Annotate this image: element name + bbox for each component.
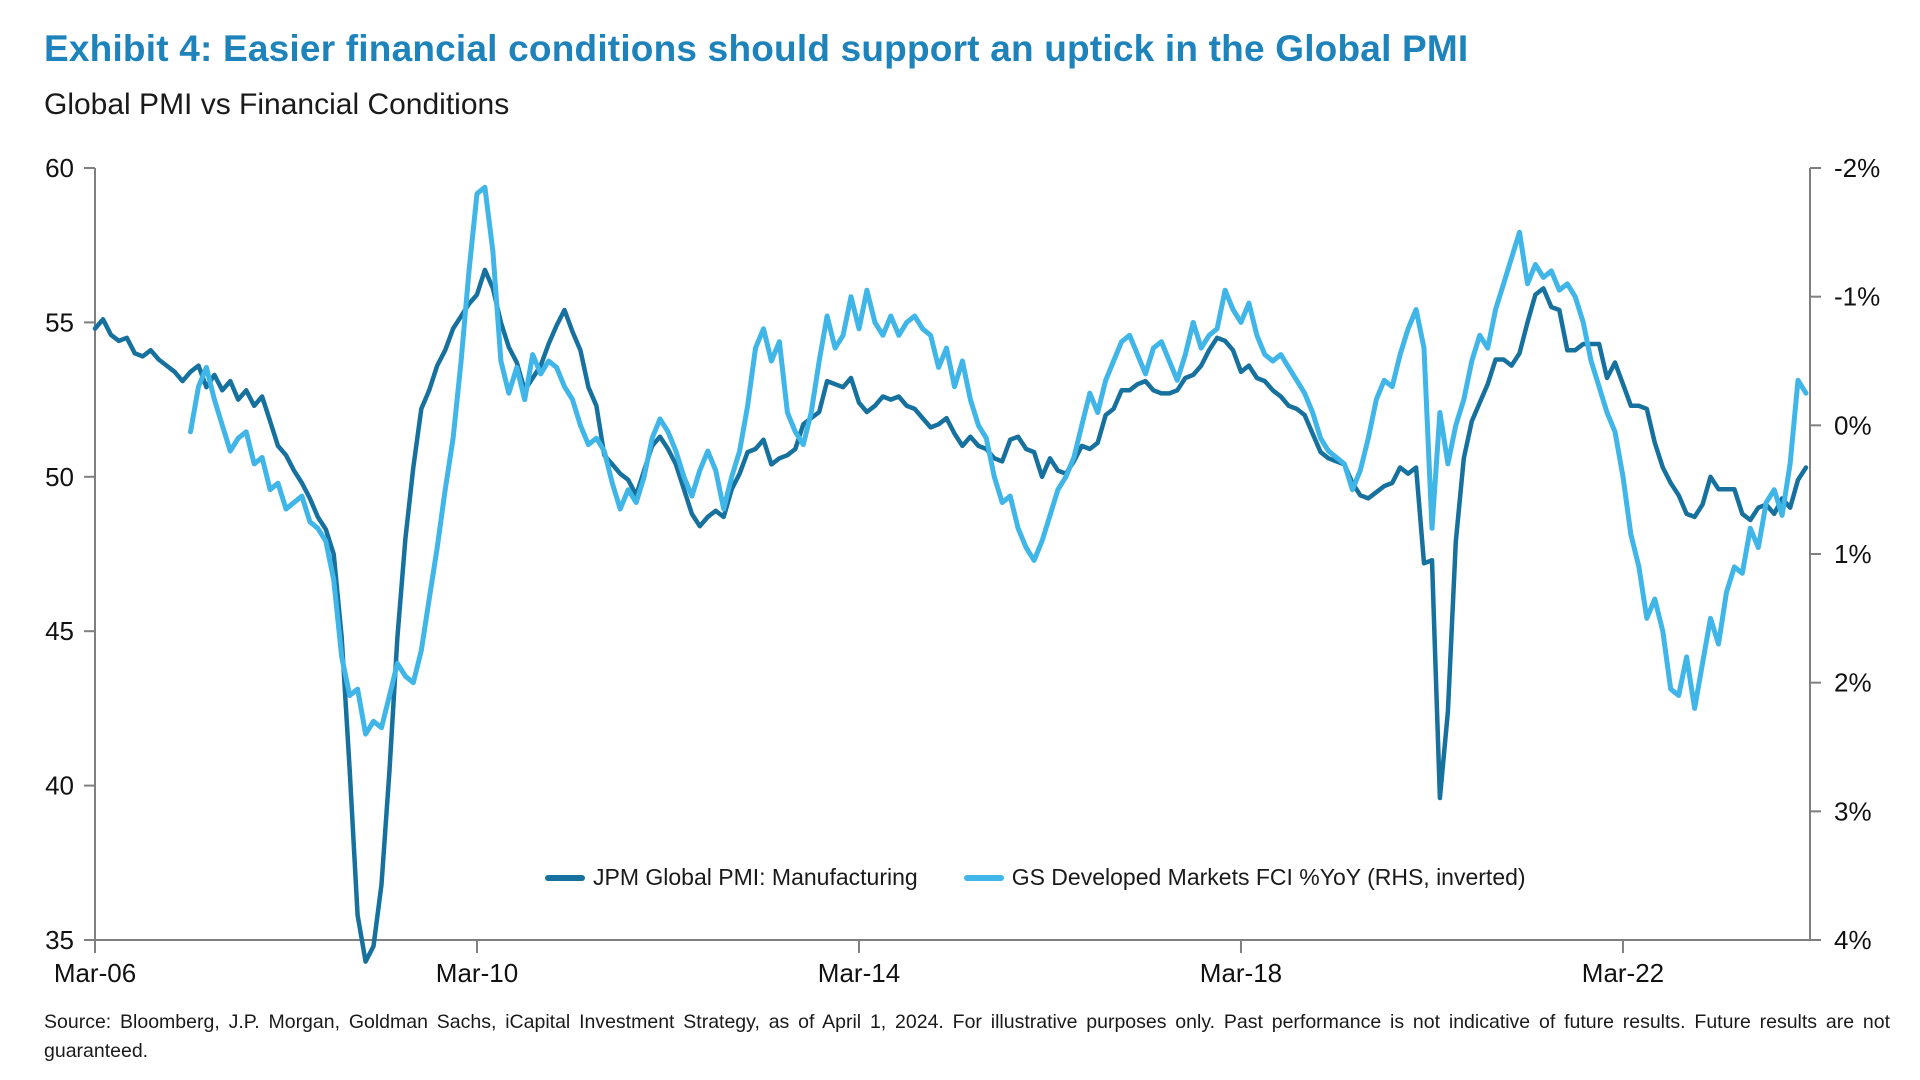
pmi-line-swatch-icon	[545, 874, 585, 881]
left-axis-tick-label: 55	[45, 307, 74, 337]
pmi-line	[92, 267, 1809, 964]
left-axis-tick-label: 40	[45, 771, 74, 801]
left-axis-tick-label: 50	[45, 462, 74, 492]
right-axis-tick-label: -1%	[1834, 282, 1880, 312]
source-note: Source: Bloomberg, J.P. Morgan, Goldman …	[44, 1011, 1890, 1062]
fci-line-swatch-icon	[963, 874, 1004, 881]
legend-item-pmi: JPM Global PMI: Manufacturing	[545, 864, 918, 891]
x-axis-tick-label: Mar-14	[818, 958, 900, 988]
fci-line	[188, 184, 1809, 737]
x-axis-tick-label: Mar-10	[436, 958, 518, 988]
legend-item-fci: GS Developed Markets FCI %YoY (RHS, inve…	[963, 864, 1526, 891]
chart-subtitle: Global PMI vs Financial Conditions	[44, 88, 510, 121]
x-axis-tick-label: Mar-06	[54, 958, 136, 988]
left-axis-tick-label: 45	[45, 616, 74, 646]
chart-legend: JPM Global PMI: Manufacturing GS Develop…	[545, 864, 1526, 891]
left-axis-tick-label: 60	[45, 153, 74, 183]
right-axis-tick-label: -2%	[1834, 153, 1880, 183]
right-axis-tick-label: 3%	[1834, 796, 1872, 826]
right-axis-tick-label: 4%	[1834, 925, 1872, 955]
legend-label-fci: GS Developed Markets FCI %YoY (RHS, inve…	[1011, 864, 1526, 890]
right-axis-tick-label: 1%	[1834, 539, 1872, 569]
x-axis-tick-label: Mar-18	[1200, 958, 1282, 988]
exhibit-title: Exhibit 4: Easier financial conditions s…	[44, 28, 1469, 69]
x-axis-tick-label: Mar-22	[1582, 958, 1664, 988]
right-axis-tick-label: 2%	[1834, 668, 1872, 698]
right-axis-tick-label: 0%	[1834, 410, 1872, 440]
legend-label-pmi: JPM Global PMI: Manufacturing	[593, 864, 918, 890]
left-axis-tick-label: 35	[45, 925, 74, 955]
